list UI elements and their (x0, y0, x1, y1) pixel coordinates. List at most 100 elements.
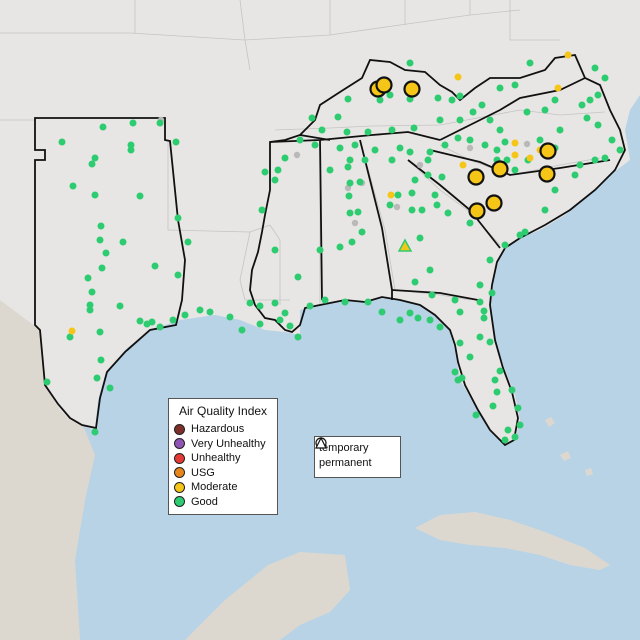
station-good-marker[interactable] (591, 64, 599, 72)
station-good-marker[interactable] (523, 108, 531, 116)
station-good-marker[interactable] (91, 154, 99, 162)
station-good-marker[interactable] (501, 436, 509, 444)
station-good-marker[interactable] (451, 368, 459, 376)
station-good-marker[interactable] (88, 160, 96, 168)
station-moderate-marker[interactable] (68, 327, 76, 335)
station-good-marker[interactable] (348, 238, 356, 246)
station-good-marker[interactable] (386, 91, 394, 99)
station-good-marker[interactable] (418, 206, 426, 214)
station-good-marker[interactable] (480, 314, 488, 322)
temporary-station-moderate-marker[interactable] (539, 142, 557, 160)
station-good-marker[interactable] (127, 141, 135, 149)
station-good-marker[interactable] (576, 161, 584, 169)
station-good-marker[interactable] (136, 192, 144, 200)
station-good-marker[interactable] (294, 333, 302, 341)
station-good-marker[interactable] (406, 309, 414, 317)
station-good-marker[interactable] (503, 156, 511, 164)
station-good-marker[interactable] (84, 274, 92, 282)
station-good-marker[interactable] (388, 156, 396, 164)
station-good-marker[interactable] (476, 281, 484, 289)
station-good-marker[interactable] (148, 318, 156, 326)
station-moderate-marker[interactable] (454, 73, 462, 81)
station-good-marker[interactable] (456, 92, 464, 100)
station-good-marker[interactable] (486, 256, 494, 264)
station-good-marker[interactable] (469, 108, 477, 116)
station-good-marker[interactable] (454, 134, 462, 142)
station-good-marker[interactable] (98, 264, 106, 272)
station-good-marker[interactable] (414, 314, 422, 322)
station-good-marker[interactable] (501, 138, 509, 146)
temporary-station-moderate-marker[interactable] (467, 168, 485, 186)
station-good-marker[interactable] (480, 307, 488, 315)
temporary-station-moderate-marker[interactable] (403, 80, 421, 98)
station-good-marker[interactable] (456, 339, 464, 347)
station-good-marker[interactable] (321, 296, 329, 304)
temporary-station-moderate-marker[interactable] (491, 160, 509, 178)
station-good-marker[interactable] (256, 320, 264, 328)
station-moderate-marker[interactable] (554, 84, 562, 92)
station-good-marker[interactable] (511, 81, 519, 89)
station-good-marker[interactable] (466, 136, 474, 144)
station-good-marker[interactable] (386, 201, 394, 209)
station-no-data-marker[interactable] (416, 161, 424, 169)
station-good-marker[interactable] (496, 84, 504, 92)
station-good-marker[interactable] (406, 59, 414, 67)
station-good-marker[interactable] (504, 426, 512, 434)
station-good-marker[interactable] (594, 91, 602, 99)
station-good-marker[interactable] (486, 116, 494, 124)
station-good-marker[interactable] (488, 289, 496, 297)
station-good-marker[interactable] (426, 316, 434, 324)
station-good-marker[interactable] (86, 306, 94, 314)
station-good-marker[interactable] (271, 299, 279, 307)
station-good-marker[interactable] (451, 296, 459, 304)
station-good-marker[interactable] (102, 249, 110, 257)
station-good-marker[interactable] (344, 163, 352, 171)
station-good-marker[interactable] (316, 246, 324, 254)
station-good-marker[interactable] (364, 298, 372, 306)
station-good-marker[interactable] (286, 322, 294, 330)
station-good-marker[interactable] (276, 316, 284, 324)
station-good-marker[interactable] (426, 266, 434, 274)
station-good-marker[interactable] (406, 148, 414, 156)
station-good-marker[interactable] (129, 119, 137, 127)
station-good-marker[interactable] (466, 219, 474, 227)
station-good-marker[interactable] (431, 191, 439, 199)
station-good-marker[interactable] (354, 208, 362, 216)
temporary-station-moderate-marker[interactable] (538, 165, 556, 183)
station-good-marker[interactable] (306, 302, 314, 310)
station-good-marker[interactable] (96, 328, 104, 336)
temporary-station-moderate-marker[interactable] (375, 76, 393, 94)
station-no-data-marker[interactable] (523, 140, 531, 148)
station-good-marker[interactable] (361, 156, 369, 164)
station-good-marker[interactable] (346, 209, 354, 217)
station-good-marker[interactable] (608, 136, 616, 144)
station-good-marker[interactable] (294, 273, 302, 281)
station-good-marker[interactable] (343, 128, 351, 136)
permanent-station-moderate-marker[interactable] (397, 238, 413, 252)
station-good-marker[interactable] (541, 206, 549, 214)
station-good-marker[interactable] (472, 411, 480, 419)
station-good-marker[interactable] (496, 126, 504, 134)
station-good-marker[interactable] (256, 302, 264, 310)
station-no-data-marker[interactable] (466, 144, 474, 152)
station-good-marker[interactable] (493, 146, 501, 154)
station-good-marker[interactable] (514, 404, 522, 412)
station-good-marker[interactable] (99, 123, 107, 131)
station-good-marker[interactable] (308, 114, 316, 122)
station-no-data-marker[interactable] (293, 151, 301, 159)
station-good-marker[interactable] (88, 288, 96, 296)
station-good-marker[interactable] (541, 106, 549, 114)
station-good-marker[interactable] (136, 317, 144, 325)
station-good-marker[interactable] (394, 191, 402, 199)
station-good-marker[interactable] (318, 126, 326, 134)
station-good-marker[interactable] (578, 101, 586, 109)
station-good-marker[interactable] (496, 367, 504, 375)
station-moderate-marker[interactable] (387, 191, 395, 199)
station-good-marker[interactable] (536, 136, 544, 144)
station-good-marker[interactable] (583, 114, 591, 122)
station-good-marker[interactable] (424, 171, 432, 179)
station-good-marker[interactable] (169, 316, 177, 324)
station-good-marker[interactable] (444, 209, 452, 217)
station-good-marker[interactable] (97, 222, 105, 230)
station-good-marker[interactable] (258, 206, 266, 214)
